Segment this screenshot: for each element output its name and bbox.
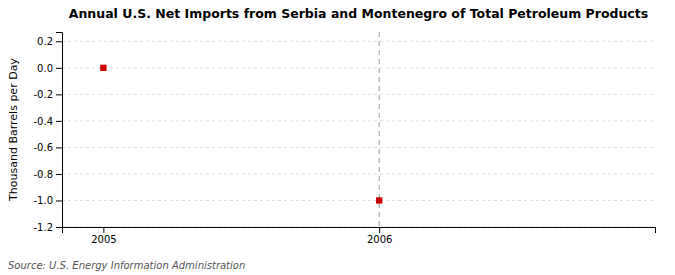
y-tick-label: -0.4 — [33, 116, 53, 127]
y-tick-mark — [56, 147, 62, 148]
chart: 2005 2006 0.2 0.0 -0.2 -0.4 -0.6 -0.8 -1.0 -1.2 An… — [0, 0, 675, 275]
grid-line — [62, 41, 655, 42]
y-tick-label: -1.2 — [33, 222, 53, 233]
y-tick: -1.2 — [33, 222, 62, 233]
x-tick-label: 2006 — [367, 234, 392, 245]
y-tick-label: -0.8 — [33, 169, 53, 180]
grid — [62, 41, 655, 227]
point — [376, 197, 382, 203]
y-axis-title: Thousand Barrels per Day — [7, 58, 20, 202]
grid-line — [62, 94, 655, 95]
y-tick-mark — [56, 68, 62, 69]
x-tick-label: 2005 — [91, 234, 116, 245]
y-tick-mark — [56, 227, 62, 228]
x-axis-line — [63, 228, 656, 234]
marks — [100, 32, 382, 227]
y-tick-mark — [56, 94, 62, 95]
y-tick: 0.2 — [37, 36, 62, 47]
y-axis: 0.2 0.0 -0.2 -0.4 -0.6 -0.8 -1.0 -1.2 — [33, 33, 62, 233]
y-tick-label: -0.2 — [33, 89, 53, 100]
y-tick: 0.0 — [37, 63, 62, 74]
grid-line — [62, 67, 655, 68]
y-tick-label: -0.6 — [33, 142, 53, 153]
x-tick-mark — [103, 227, 104, 233]
y-tick-mark — [56, 200, 62, 201]
point — [100, 65, 106, 71]
y-tick-label: 0.0 — [37, 63, 53, 74]
y-tick-mark — [56, 174, 62, 175]
x-tick-mark — [379, 227, 380, 233]
y-axis-line — [56, 33, 63, 228]
x-tick: 2005 — [91, 227, 116, 245]
title: Annual U.S. Net Imports from Serbia and … — [69, 6, 648, 21]
x-axis: 2005 2006 — [63, 227, 656, 245]
grid-line — [62, 147, 655, 148]
y-tick: -1.0 — [33, 195, 62, 206]
x-tick: 2006 — [367, 227, 392, 245]
y-tick: -0.8 — [33, 169, 62, 180]
source: Source: U.S. Energy Information Administ… — [8, 260, 245, 271]
y-tick-mark — [56, 41, 62, 42]
y-tick-label: -1.0 — [33, 195, 53, 206]
y-tick: -0.2 — [33, 89, 62, 100]
y-tick: -0.6 — [33, 142, 62, 153]
y-tick-label: 0.2 — [37, 36, 53, 47]
y-tick: -0.4 — [33, 116, 62, 127]
grid-line — [62, 200, 655, 201]
grid-line — [62, 173, 655, 174]
grid-line — [62, 120, 655, 121]
plot-area: 2005 2006 0.2 0.0 -0.2 -0.4 -0.6 -0.8 -1.0 -1.2 — [33, 32, 655, 245]
y-tick-mark — [56, 121, 62, 122]
